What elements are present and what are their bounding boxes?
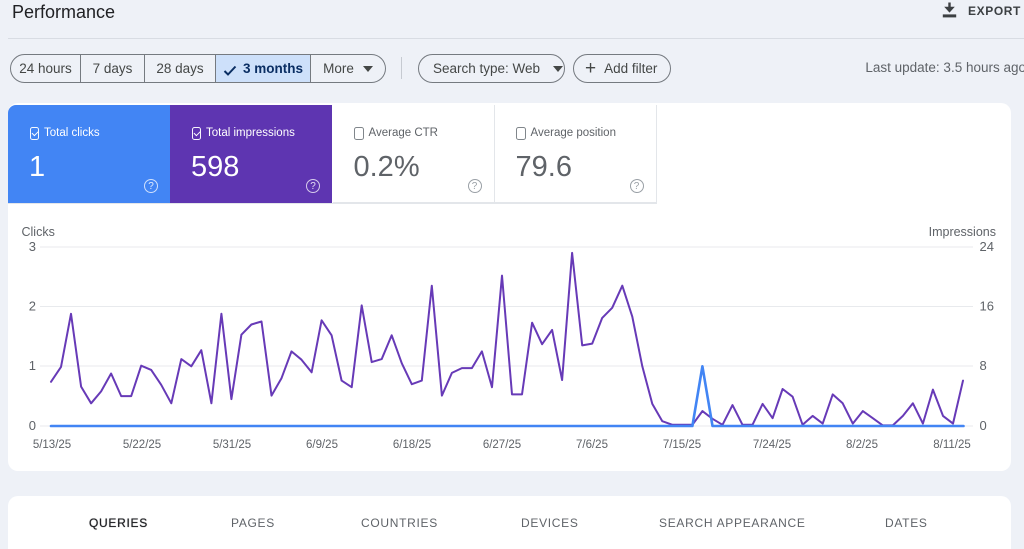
svg-text:7/24/25: 7/24/25	[753, 439, 791, 451]
svg-text:7/6/25: 7/6/25	[576, 439, 608, 451]
svg-text:8: 8	[980, 358, 987, 373]
svg-text:16: 16	[980, 299, 994, 314]
svg-text:2: 2	[29, 299, 36, 314]
svg-text:0: 0	[29, 418, 36, 433]
svg-text:24: 24	[980, 239, 994, 254]
svg-text:6/18/25: 6/18/25	[393, 439, 431, 451]
svg-text:8/11/25: 8/11/25	[933, 439, 971, 451]
svg-text:5/31/25: 5/31/25	[213, 439, 251, 451]
svg-text:Impressions: Impressions	[929, 225, 996, 239]
svg-text:Clicks: Clicks	[22, 225, 55, 239]
svg-text:6/27/25: 6/27/25	[483, 439, 521, 451]
svg-text:7/15/25: 7/15/25	[663, 439, 701, 451]
svg-text:3: 3	[29, 239, 36, 254]
svg-text:1: 1	[29, 358, 36, 373]
svg-text:5/13/25: 5/13/25	[33, 439, 71, 451]
svg-text:5/22/25: 5/22/25	[123, 439, 161, 451]
svg-text:6/9/25: 6/9/25	[306, 439, 338, 451]
svg-text:0: 0	[980, 418, 987, 433]
svg-text:8/2/25: 8/2/25	[846, 439, 878, 451]
